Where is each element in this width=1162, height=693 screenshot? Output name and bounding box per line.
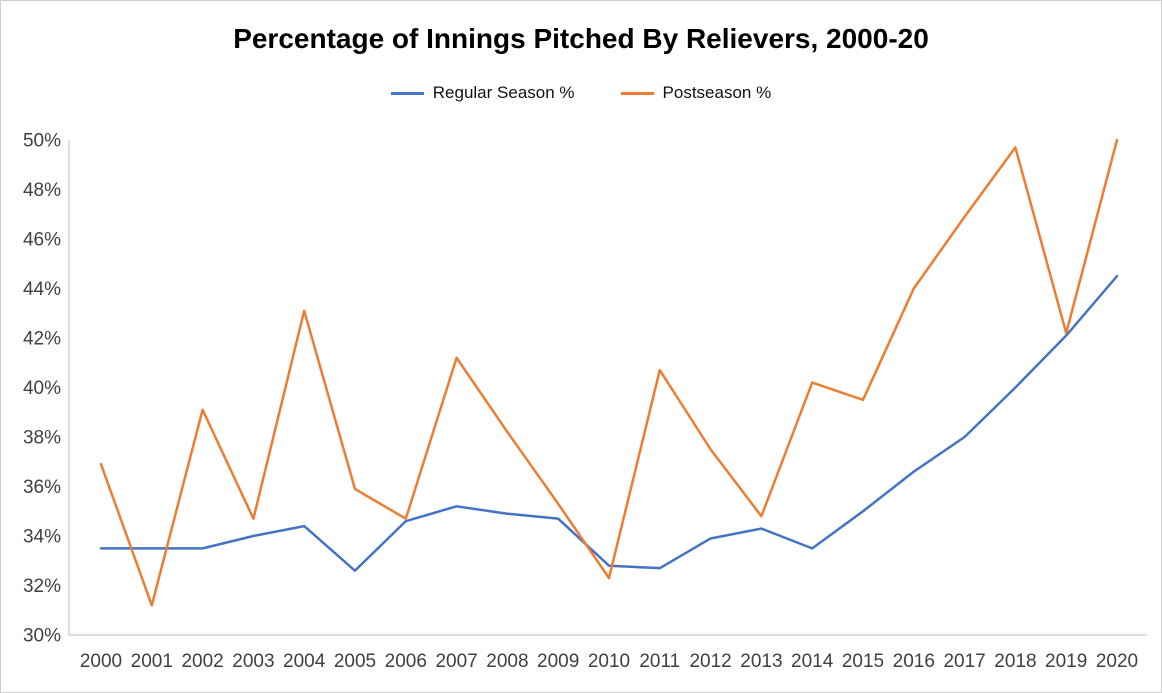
x-tick-label: 2006 [385,651,427,672]
y-tick-label: 34% [23,527,61,548]
legend-item-regular-season: Regular Season % [390,83,575,103]
y-tick-label: 30% [23,626,61,647]
x-tick-label: 2005 [334,651,376,672]
x-tick-label: 2002 [181,651,223,672]
x-tick-label: 2019 [1045,651,1087,672]
y-tick-label: 46% [23,230,61,251]
x-tick-label: 2018 [994,651,1036,672]
x-tick-label: 2012 [689,651,731,672]
chart-legend: Regular Season % Postseason % [1,83,1161,103]
x-tick-label: 2020 [1096,651,1138,672]
chart-title: Percentage of Innings Pitched By Relieve… [233,23,929,54]
y-tick-label: 44% [23,279,61,300]
x-tick-label: 2001 [131,651,173,672]
y-tick-label: 40% [23,378,61,399]
x-tick-label: 2015 [842,651,884,672]
y-tick-label: 36% [23,477,61,498]
legend-item-postseason: Postseason % [620,83,772,103]
x-tick-label: 2008 [486,651,528,672]
legend-label-postseason: Postseason % [662,83,772,102]
x-tick-label: 2013 [740,651,782,672]
series-line-0 [99,274,1119,572]
legend-label-regular-season: Regular Season % [432,83,575,102]
postseason-line-swatch-icon [620,91,654,95]
x-tick-label: 2003 [232,651,274,672]
y-tick-label: 38% [23,428,61,449]
x-tick-label: 2017 [943,651,985,672]
x-tick-label: 2004 [283,651,326,672]
x-tick-label: 2000 [80,651,122,672]
regular-season-line-swatch-icon [390,91,424,95]
x-tick-label: 2007 [435,651,477,672]
y-tick-label: 42% [23,329,61,350]
x-tick-label: 2011 [639,651,680,672]
y-tick-label: 48% [23,180,61,201]
x-tick-label: 2014 [791,651,834,672]
x-tick-label: 2009 [537,651,579,672]
x-tick-label: 2010 [588,651,630,672]
series-line-1 [99,138,1119,607]
x-tick-label: 2016 [893,651,935,672]
y-tick-label: 32% [23,576,61,597]
y-tick-label: 50% [23,131,61,152]
